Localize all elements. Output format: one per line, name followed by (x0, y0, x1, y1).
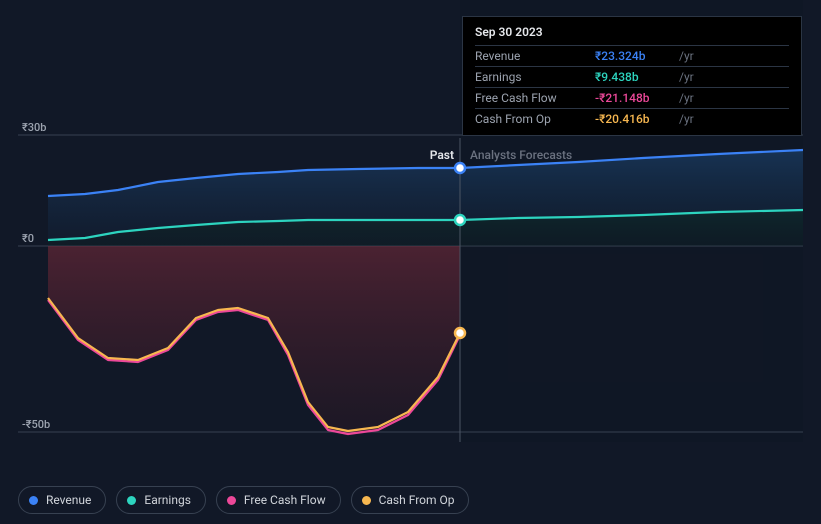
x-axis-label: 2021 (184, 448, 209, 449)
legend-item-free_cash_flow[interactable]: Free Cash Flow (216, 486, 341, 514)
chart-container: ₹30b ₹0 -₹50b 2021 2022 2023 2024 2025 2026 Past A… (0, 0, 821, 524)
forecast-label: Analysts Forecasts (470, 148, 572, 162)
x-axis-label: 2023 (408, 448, 433, 449)
y-axis-label: -₹50b (22, 418, 50, 431)
legend-dot-icon (29, 496, 38, 505)
x-axis-label: 2025 (631, 448, 656, 449)
x-axis-label: 2026 (742, 448, 767, 449)
legend-dot-icon (127, 496, 136, 505)
tooltip-unit: /yr (679, 112, 789, 126)
tooltip-row: Earnings₹9.438b/yr (475, 66, 789, 87)
legend-item-cash_from_op[interactable]: Cash From Op (351, 486, 470, 514)
y-axis-label: ₹30b (22, 121, 46, 134)
tooltip-value: -₹21.148b (595, 91, 675, 105)
marker-cash_from_op (455, 328, 465, 338)
x-axis-label: 2024 (519, 448, 544, 449)
x-axis-label: 2022 (296, 448, 321, 449)
tooltip-unit: /yr (679, 49, 789, 63)
tooltip-label: Earnings (475, 70, 595, 84)
legend-dot-icon (362, 496, 371, 505)
legend-label: Revenue (46, 493, 91, 507)
y-axis-label: ₹0 (22, 232, 34, 245)
marker-earnings (455, 215, 465, 225)
legend-item-earnings[interactable]: Earnings (116, 486, 206, 514)
tooltip-row: Revenue₹23.324b/yr (475, 45, 789, 66)
tooltip-value: ₹9.438b (595, 70, 675, 84)
marker-revenue (455, 163, 465, 173)
chart-tooltip: Sep 30 2023 Revenue₹23.324b/yrEarnings₹9… (462, 16, 802, 136)
tooltip-date: Sep 30 2023 (475, 25, 789, 45)
tooltip-unit: /yr (679, 70, 789, 84)
tooltip-value: -₹20.416b (595, 112, 675, 126)
tooltip-value: ₹23.324b (595, 49, 675, 63)
legend-dot-icon (227, 496, 236, 505)
tooltip-label: Free Cash Flow (475, 91, 595, 105)
tooltip-label: Revenue (475, 49, 595, 63)
tooltip-row: Free Cash Flow-₹21.148b/yr (475, 87, 789, 108)
legend-label: Free Cash Flow (244, 493, 326, 507)
tooltip-label: Cash From Op (475, 112, 595, 126)
fcf-area (48, 246, 460, 434)
tooltip-unit: /yr (679, 91, 789, 105)
tooltip-row: Cash From Op-₹20.416b/yr (475, 108, 789, 129)
past-label: Past (430, 148, 454, 162)
legend-label: Cash From Op (379, 493, 455, 507)
legend-label: Earnings (144, 493, 191, 507)
chart-legend: Revenue Earnings Free Cash Flow Cash From O… (18, 486, 469, 514)
legend-item-revenue[interactable]: Revenue (18, 486, 106, 514)
